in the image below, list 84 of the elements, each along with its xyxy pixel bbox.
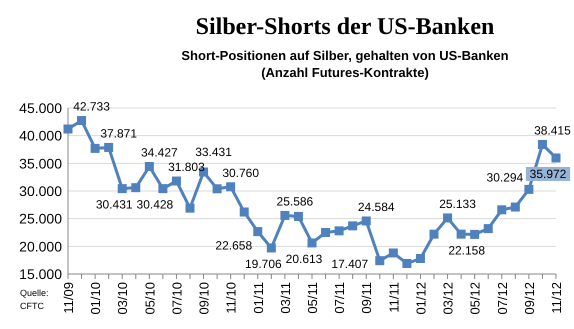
x-tick-label: 07/11 <box>332 282 348 314</box>
x-tick-label: 05/10 <box>142 282 158 315</box>
data-label: 33.431 <box>195 145 232 160</box>
point <box>90 144 100 153</box>
x-tick-label: 01/12 <box>413 282 428 315</box>
data-label: 20.613 <box>286 252 323 266</box>
chart-subtitle: Short-Positionen auf Silber, gehalten von US-Banken (Anzahl Futures-Kontrakte) <box>181 48 509 80</box>
point <box>402 258 412 268</box>
data-label: 38.415 <box>534 123 572 138</box>
point <box>172 176 181 186</box>
data-label: 42.733 <box>73 100 110 114</box>
x-tick-label: 01/11 <box>250 282 266 314</box>
y-tick-label: 25.000 <box>19 210 62 227</box>
point <box>266 243 276 252</box>
point <box>443 213 452 222</box>
data-label: 35.972 <box>530 166 567 181</box>
data-label: 22.658 <box>215 238 252 253</box>
point <box>118 184 127 194</box>
data-label: 30.428 <box>136 198 174 212</box>
point <box>497 205 506 214</box>
data-label: 30.294 <box>486 170 524 184</box>
data-label: 37.871 <box>100 126 138 140</box>
point <box>484 224 493 234</box>
y-tick-label: 30.000 <box>19 183 62 199</box>
point <box>470 230 480 239</box>
data-label: 30.431 <box>96 198 133 212</box>
point <box>416 254 425 264</box>
point <box>456 230 466 239</box>
point <box>334 226 344 236</box>
x-tick-label: 03/11 <box>278 282 293 314</box>
data-label: 31.803 <box>168 160 206 174</box>
x-tick-label: 03/12 <box>440 282 456 315</box>
x-tick-label: 07/10 <box>169 282 184 315</box>
point <box>388 248 398 258</box>
point <box>348 221 358 230</box>
data-label: 34.427 <box>140 146 178 160</box>
point <box>280 210 290 220</box>
data-label: 30.760 <box>222 166 260 180</box>
data-label: 25.133 <box>439 196 476 211</box>
point <box>240 208 249 217</box>
x-tick-label: 09/12 <box>522 282 537 315</box>
point <box>212 184 222 194</box>
y-tick-label: 20.000 <box>19 238 62 254</box>
x-tick-label: 09/10 <box>196 282 212 315</box>
data-label: 17.407 <box>331 257 368 271</box>
point <box>144 162 154 172</box>
x-tick-label: 07/12 <box>494 282 510 315</box>
point <box>131 183 140 192</box>
point <box>552 153 560 162</box>
point <box>158 184 168 194</box>
point <box>430 230 438 239</box>
point <box>104 142 114 152</box>
point <box>253 227 262 236</box>
point <box>321 228 330 237</box>
point <box>510 202 520 212</box>
point <box>375 256 384 266</box>
data-label: 24.584 <box>358 200 395 214</box>
x-tick-label: 03/10 <box>115 282 130 315</box>
x-tick-label: 11/09 <box>61 282 76 314</box>
y-tick-label: 15.000 <box>19 266 62 282</box>
y-tick-label: 35.000 <box>19 155 62 172</box>
data-label: 25.586 <box>276 194 314 208</box>
x-tick-label: 05/11 <box>305 282 320 314</box>
x-tick-label: 01/10 <box>88 282 104 315</box>
point <box>226 182 236 192</box>
point <box>186 204 194 213</box>
point <box>308 238 316 248</box>
point <box>294 212 303 221</box>
x-tick-label: 09/11 <box>359 282 374 314</box>
source-note: Quelle: CFTC <box>20 288 49 311</box>
y-tick-label: 45.000 <box>19 100 62 116</box>
point <box>77 116 86 126</box>
x-tick-label: 11/12 <box>549 282 564 314</box>
point <box>64 124 72 134</box>
data-label: 22.158 <box>448 243 486 258</box>
point <box>524 184 534 194</box>
chart-title: Silber-Shorts der US-Banken <box>196 14 494 40</box>
point <box>538 140 547 149</box>
x-tick-label: 11/11 <box>386 282 402 313</box>
x-tick-label: 05/12 <box>468 282 483 315</box>
x-tick-label: 11/10 <box>224 282 239 314</box>
point <box>362 216 371 226</box>
y-tick-label: 40.000 <box>19 128 62 144</box>
data-label: 19.706 <box>244 256 282 271</box>
